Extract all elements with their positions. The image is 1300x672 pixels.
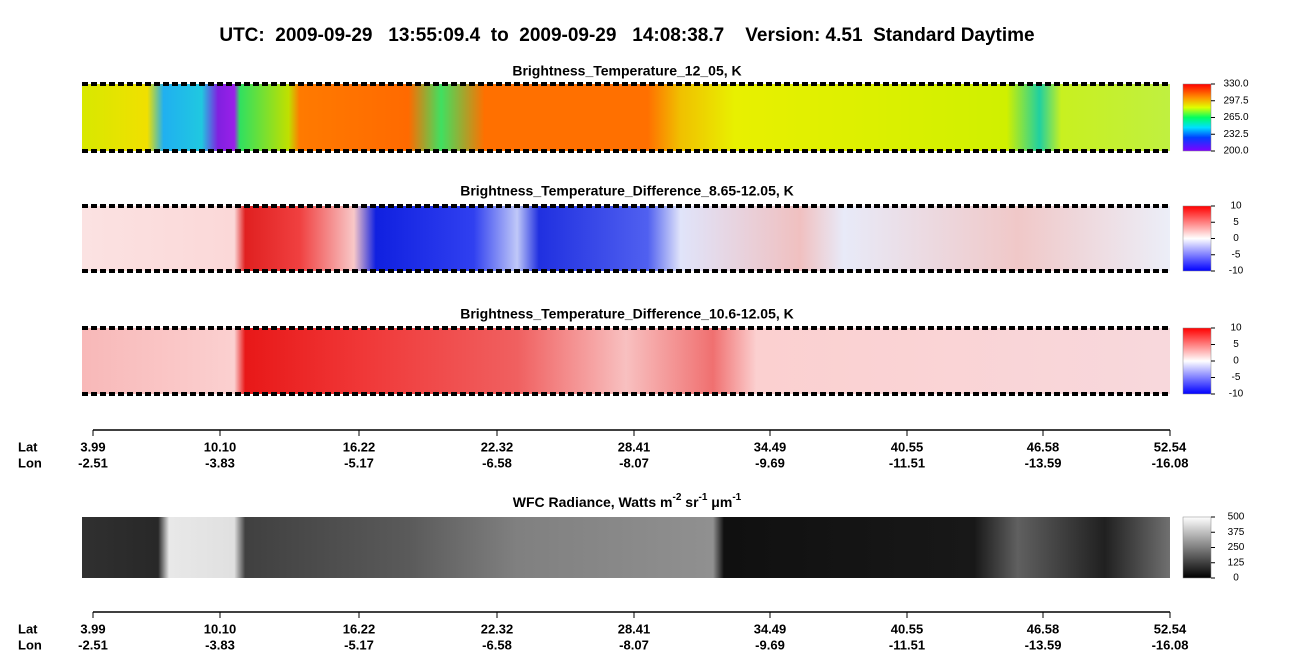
lat-value: 10.10 <box>204 621 237 636</box>
lon-label: Lon <box>18 637 42 652</box>
title-part: -2 <box>672 492 681 503</box>
colorbar <box>1182 83 1212 152</box>
title-part: μm <box>707 494 732 510</box>
colorbar <box>1182 327 1212 395</box>
lon-value: -3.83 <box>205 637 235 652</box>
figure-title: UTC: 2009-09-29 13:55:09.4 to 2009-09-29… <box>219 25 1034 46</box>
colorbar-label: 0 <box>1233 356 1239 367</box>
lat-value: 28.41 <box>618 621 651 636</box>
colorbar-label: 5 <box>1233 339 1239 350</box>
colorbar-label: 125 <box>1228 557 1245 568</box>
colorbar-label: -5 <box>1232 372 1241 383</box>
lon-value: -2.51 <box>78 637 108 652</box>
colorbar-label: 0 <box>1233 573 1239 584</box>
lon-value: -8.07 <box>619 637 649 652</box>
lon-value: -6.58 <box>482 455 512 470</box>
lat-value: 22.32 <box>481 621 514 636</box>
colorbar <box>1182 205 1212 272</box>
colorbar-label: 10 <box>1230 323 1242 334</box>
lat-value: 16.22 <box>343 439 376 454</box>
lat-value: 46.58 <box>1027 439 1060 454</box>
lat-value: 52.54 <box>1154 621 1187 636</box>
lon-value: -5.17 <box>344 455 374 470</box>
colorbar-label: 375 <box>1228 527 1245 538</box>
lat-value: 34.49 <box>754 621 787 636</box>
colorbar-label: 250 <box>1228 542 1245 553</box>
lat-value: 3.99 <box>80 621 105 636</box>
colorbar-label: -10 <box>1229 389 1244 400</box>
lon-value: -9.69 <box>755 455 785 470</box>
swath-image <box>82 84 1170 151</box>
lat-value: 10.10 <box>204 439 237 454</box>
colorbar-label: 297.5 <box>1223 95 1248 106</box>
colorbar-label: 232.5 <box>1223 129 1248 140</box>
colorbar-label: 500 <box>1228 512 1245 523</box>
lat-label: Lat <box>18 439 38 454</box>
lon-value: -9.69 <box>755 637 785 652</box>
lon-value: -6.58 <box>482 637 512 652</box>
title-part: -1 <box>732 492 741 503</box>
lat-value: 46.58 <box>1027 621 1060 636</box>
colorbar-label: -10 <box>1229 266 1244 277</box>
lat-value: 40.55 <box>891 621 924 636</box>
lat-value: 34.49 <box>754 439 787 454</box>
lat-value: 52.54 <box>1154 439 1187 454</box>
panel-title: WFC Radiance, Watts m-2 sr-1 μm-1 <box>513 492 742 510</box>
lat-value: 22.32 <box>481 439 514 454</box>
lon-value: -16.08 <box>1152 455 1189 470</box>
panel-title: Brightness_Temperature_Difference_8.65-1… <box>460 183 794 199</box>
colorbar-label: 5 <box>1233 217 1239 228</box>
title-part: WFC Radiance, Watts m <box>513 494 673 510</box>
lon-value: -16.08 <box>1152 637 1189 652</box>
lon-value: -8.07 <box>619 455 649 470</box>
title-part: -1 <box>699 492 708 503</box>
swath-image <box>82 517 1170 578</box>
swath-image <box>82 206 1170 271</box>
colorbar-label: 200.0 <box>1223 146 1248 157</box>
colorbar-label: 265.0 <box>1223 112 1248 123</box>
lon-value: -3.83 <box>205 455 235 470</box>
lat-value: 16.22 <box>343 621 376 636</box>
lon-value: -2.51 <box>78 455 108 470</box>
colorbar-label: -5 <box>1232 249 1241 260</box>
lon-value: -13.59 <box>1025 455 1062 470</box>
lat-value: 28.41 <box>618 439 651 454</box>
lat-value: 3.99 <box>80 439 105 454</box>
colorbar-label: 10 <box>1230 201 1242 212</box>
lat-label: Lat <box>18 621 38 636</box>
colorbar-label: 0 <box>1233 233 1239 244</box>
panel-title: Brightness_Temperature_12_05, K <box>512 63 741 79</box>
panel-title: Brightness_Temperature_Difference_10.6-1… <box>460 306 794 322</box>
title-part: sr <box>681 494 699 510</box>
colorbar-label: 330.0 <box>1223 79 1248 90</box>
swath-image <box>82 328 1170 394</box>
lon-value: -11.51 <box>889 637 925 652</box>
colorbar <box>1182 516 1212 579</box>
lon-value: -5.17 <box>344 637 374 652</box>
lon-label: Lon <box>18 455 42 470</box>
lon-value: -11.51 <box>889 455 925 470</box>
lat-value: 40.55 <box>891 439 924 454</box>
lon-value: -13.59 <box>1025 637 1062 652</box>
